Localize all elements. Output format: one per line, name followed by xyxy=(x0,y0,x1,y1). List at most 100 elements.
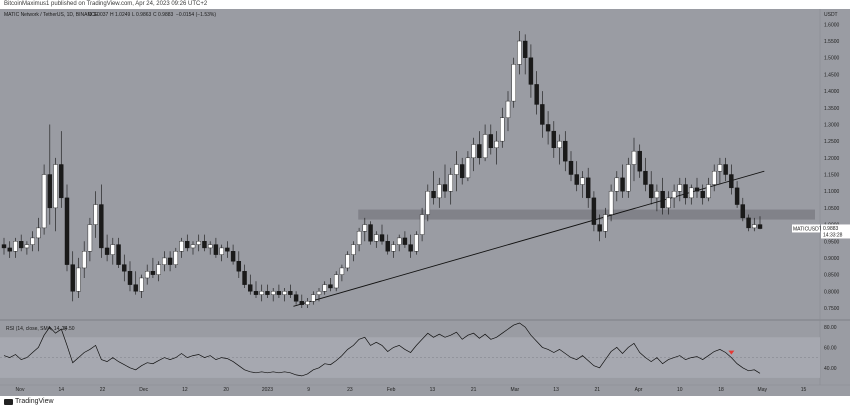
time-tick-label: 12 xyxy=(182,387,188,393)
candle xyxy=(76,257,81,298)
candle xyxy=(694,177,700,198)
time-tick-label: 18 xyxy=(718,387,724,393)
symbol-title: MATIC Network / TetherUS, 1D, BINANCE xyxy=(4,12,99,18)
candle-body xyxy=(408,244,413,252)
candle-body xyxy=(185,241,190,249)
candle-body xyxy=(293,294,299,302)
rsi-header: RSI (14, close, SMA, 14, 2) xyxy=(6,326,67,332)
candle-body xyxy=(202,241,207,249)
tradingview-logo[interactable]: TradingView xyxy=(4,398,54,405)
candle-body xyxy=(81,251,87,269)
candle-body xyxy=(93,204,98,225)
candle xyxy=(442,164,448,198)
price-tag-bg xyxy=(821,224,850,239)
time-tick-label: Mar xyxy=(511,387,520,393)
candle-body xyxy=(488,134,494,149)
price-tick-label: 1.4000 xyxy=(824,89,840,95)
candle-body xyxy=(585,177,591,199)
rsi-tick-label: 60.00 xyxy=(824,345,837,351)
candle xyxy=(568,151,574,182)
candle-body xyxy=(419,214,425,235)
candle-body xyxy=(591,197,597,225)
time-tick-label: 21 xyxy=(471,387,477,393)
rsi-tick-label: 80.00 xyxy=(824,325,837,331)
candle-body xyxy=(36,227,41,239)
candle xyxy=(643,157,648,192)
candle-body xyxy=(700,190,705,199)
candle-body xyxy=(734,187,740,205)
candle-body xyxy=(339,267,345,275)
candle xyxy=(253,281,259,298)
candle-body xyxy=(225,247,230,252)
candle-body xyxy=(729,174,734,189)
time-tick-label: 20 xyxy=(223,387,229,393)
candle xyxy=(723,157,728,182)
time-tick-label: 13 xyxy=(430,387,436,393)
candle xyxy=(425,184,431,222)
candle xyxy=(482,124,488,162)
candle-body xyxy=(236,261,242,272)
candle-body xyxy=(637,150,642,172)
candle-body xyxy=(133,284,138,292)
candle-body xyxy=(230,251,236,262)
candle-body xyxy=(660,190,665,209)
candle-body xyxy=(505,100,511,118)
candle xyxy=(185,234,190,252)
ohlc-h-value: 1.0249 xyxy=(115,12,131,18)
candle xyxy=(385,234,390,255)
candle-body xyxy=(219,247,224,255)
candle xyxy=(99,184,104,258)
candle xyxy=(179,237,184,258)
candle-body xyxy=(654,190,660,199)
candle-body xyxy=(59,164,64,199)
candle xyxy=(740,197,746,222)
time-tick-label: Dec xyxy=(139,387,148,393)
candle xyxy=(196,234,201,252)
candle xyxy=(202,234,207,252)
candle-body xyxy=(414,234,419,252)
price-tick-label: 0.9500 xyxy=(824,239,840,245)
time-tick-label: 22 xyxy=(100,387,106,393)
candle-body xyxy=(173,251,179,265)
candle-body xyxy=(711,170,717,185)
candle xyxy=(637,144,642,178)
candle xyxy=(488,124,494,155)
candle xyxy=(591,191,597,232)
time-tick-label: Nov xyxy=(16,387,25,393)
candle-body xyxy=(374,234,379,242)
candle xyxy=(459,157,465,185)
candle-body xyxy=(104,247,110,255)
candle xyxy=(242,264,247,288)
candle-body xyxy=(248,284,253,292)
candle xyxy=(671,184,677,208)
candle-body xyxy=(179,241,184,252)
candle xyxy=(545,111,551,145)
candle-body xyxy=(574,174,579,185)
candle-body xyxy=(116,244,121,265)
candle xyxy=(465,151,471,182)
candle xyxy=(230,244,236,265)
candle-body xyxy=(345,254,350,269)
candle-body xyxy=(259,291,264,295)
price-tag-countdown: 14:33:28 xyxy=(823,232,843,238)
price-tick-label: 1.5000 xyxy=(824,56,840,62)
candle xyxy=(431,171,436,205)
candle xyxy=(603,207,608,238)
candle-body xyxy=(30,237,35,245)
candle-body xyxy=(162,257,167,265)
candle-body xyxy=(459,164,465,179)
symbol-tag-text: MATICUSDT xyxy=(793,226,822,232)
candle xyxy=(648,171,654,205)
candle-body xyxy=(563,140,568,162)
candle xyxy=(677,177,683,202)
candle xyxy=(585,167,591,208)
candle-body xyxy=(207,244,213,249)
support-zone xyxy=(358,209,815,220)
candle-body xyxy=(53,164,58,209)
candle-body xyxy=(511,64,516,102)
candle xyxy=(150,257,156,278)
price-tick-label: 1.4500 xyxy=(824,72,840,78)
